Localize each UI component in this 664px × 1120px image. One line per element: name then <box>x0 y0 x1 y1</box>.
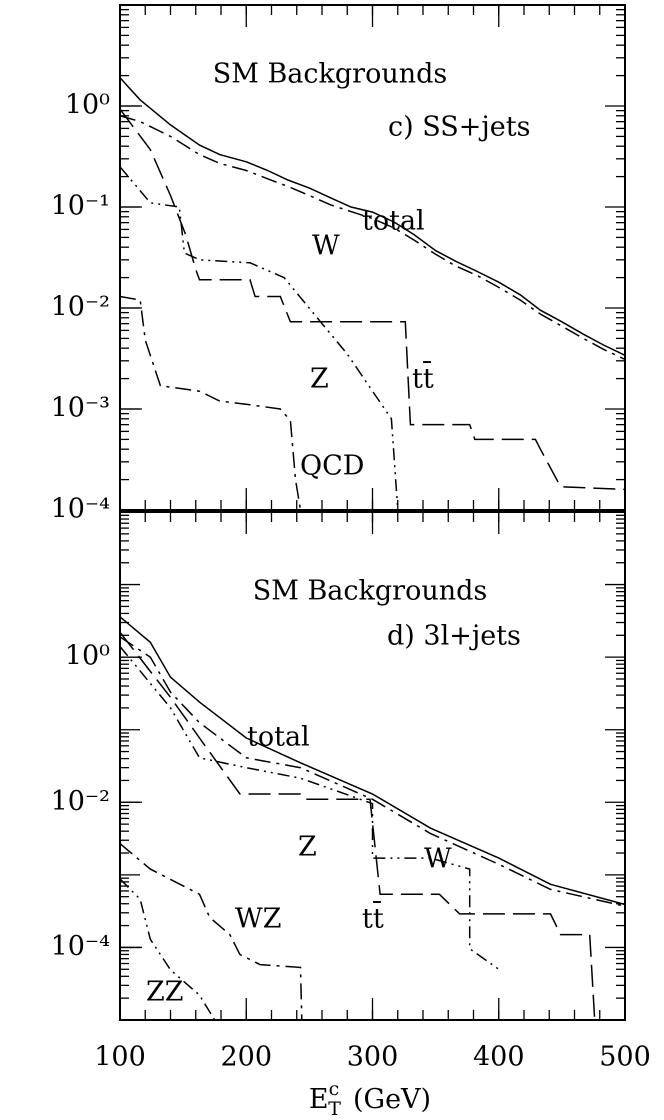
panel: 10⁻⁴ 10⁻² 10⁰ 100 200 300 400 500 SM Backgrounds… <box>51 511 651 1120</box>
series-line <box>119 616 626 906</box>
y-tick-label: 10⁻⁴ <box>51 931 110 962</box>
y-tick-label: 10⁻¹ <box>51 191 110 222</box>
annotation: c) SS+jets <box>388 112 530 143</box>
annotation: total <box>247 722 310 753</box>
x-tick-label: 100 <box>94 1042 146 1073</box>
annotation: Z <box>310 364 329 395</box>
y-tick-label: 10⁻³ <box>51 393 110 424</box>
series-line <box>119 636 626 907</box>
annotation: Z <box>298 832 317 863</box>
annotation: QCD <box>300 451 364 482</box>
series-line <box>119 646 500 970</box>
annotation: SM Backgrounds <box>213 59 448 90</box>
series-line <box>119 878 216 1021</box>
series-line <box>119 108 626 491</box>
series-line <box>119 166 399 511</box>
annotation: W <box>312 231 340 262</box>
y-tick-label: 10⁻² <box>51 292 110 323</box>
series-line <box>119 295 302 511</box>
annotation: tt̄ <box>412 360 434 395</box>
y-tick-label: 10⁻² <box>51 786 110 817</box>
series-line <box>119 115 626 361</box>
x-axis-label-part: (GeV) <box>353 1084 431 1115</box>
panel: 10⁻⁴ 10⁻³ 10⁻² 10⁻¹ 10⁰ SM Backgrounds c) SS+j… <box>51 4 626 525</box>
series-line <box>119 631 596 1021</box>
annotation: ZZ <box>146 977 184 1008</box>
y-tick-label: 10⁻⁴ <box>51 494 110 525</box>
annotation: SM Backgrounds <box>253 576 488 607</box>
y-tick-label: 10⁰ <box>65 90 110 121</box>
x-tick-label: 400 <box>473 1042 525 1073</box>
series-line <box>119 843 303 1021</box>
series-line <box>119 77 626 356</box>
annotation: WZ <box>235 904 282 935</box>
annotation: W <box>424 844 452 875</box>
annotation: total <box>362 206 425 237</box>
x-axis-label-part: E <box>309 1084 329 1115</box>
x-tick-label: 500 <box>599 1042 651 1073</box>
x-tick-label: 300 <box>347 1042 399 1073</box>
x-tick-label: 200 <box>220 1042 272 1073</box>
annotation: d) 3l+jets <box>387 621 521 652</box>
x-axis-label-part: T <box>328 1098 341 1120</box>
x-axis-label: Ec T (GeV) <box>309 1078 431 1120</box>
y-tick-label: 10⁰ <box>65 641 110 672</box>
x-axis-label-part: c <box>329 1078 340 1100</box>
annotation: tt̄ <box>362 900 384 935</box>
